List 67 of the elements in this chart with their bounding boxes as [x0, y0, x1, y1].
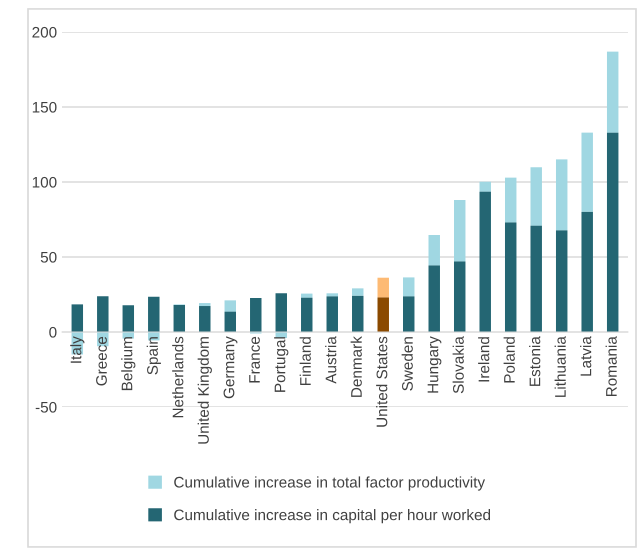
- bar: [428, 234, 440, 266]
- x-tick-label: Greece: [96, 336, 107, 386]
- x-tick-label: Germany: [224, 336, 238, 398]
- bar: [606, 52, 618, 133]
- bar: [378, 297, 389, 332]
- legend-label: Cumulative increase in capital per hour worked: [174, 509, 490, 524]
- x-tick-label: United States: [376, 336, 388, 427]
- bar: [428, 265, 440, 332]
- x-tick-label: Hungary: [428, 336, 442, 393]
- bar: [224, 312, 236, 332]
- bar: [504, 222, 516, 332]
- y-tick-label: 50: [40, 252, 57, 263]
- bar: [530, 167, 542, 226]
- x-tick-label: Ireland: [478, 337, 490, 382]
- x-tick-label: Spain: [146, 337, 161, 375]
- bar: [301, 298, 312, 332]
- bar: [224, 300, 236, 312]
- y-tick-label: 200: [32, 26, 57, 38]
- bar: [530, 226, 542, 332]
- x-tick-label: Denmark: [350, 336, 362, 397]
- x-tick-label: Italy: [70, 336, 84, 363]
- x-tick-label: Portugal: [274, 337, 288, 392]
- bar: [378, 278, 389, 298]
- y-tick-label: 150: [32, 102, 57, 113]
- x-tick-label: Finland: [300, 337, 311, 386]
- bar: [403, 277, 414, 296]
- x-tick-label: Austria: [325, 336, 336, 384]
- bar: [72, 304, 84, 332]
- bar: [148, 296, 160, 332]
- bar: [122, 305, 134, 332]
- bar: [479, 182, 491, 192]
- x-tick-label: Slovakia: [452, 336, 464, 394]
- bar: [352, 288, 364, 296]
- bar: [556, 159, 568, 230]
- legend-label: Cumulative increase in total factor productivity: [174, 476, 486, 491]
- x-tick-label: Sweden: [402, 337, 413, 391]
- x-tick-label: Estonia: [529, 336, 540, 386]
- y-tick-label: 100: [32, 176, 57, 188]
- bar: [301, 294, 312, 298]
- x-tick-label: Lithuania: [554, 336, 566, 397]
- bar: [606, 132, 618, 332]
- x-tick-label: France: [249, 336, 260, 382]
- x-tick-label: Netherlands: [172, 336, 184, 418]
- bar: [504, 178, 516, 222]
- bar: [250, 298, 262, 332]
- x-tick-label: Belgium: [121, 337, 136, 390]
- bar: [454, 200, 466, 262]
- x-tick-label: United Kingdom: [198, 337, 212, 444]
- bar: [276, 293, 287, 332]
- bar: [581, 212, 593, 332]
- bar: [326, 293, 338, 296]
- y-tick-label: 0: [49, 326, 57, 338]
- bar: [199, 303, 211, 306]
- bar: [403, 296, 414, 332]
- bar: [352, 296, 364, 332]
- bar: [97, 296, 109, 332]
- x-tick-label: Romania: [606, 336, 617, 396]
- bar: [174, 305, 186, 332]
- bar: [581, 132, 593, 212]
- bar: [454, 261, 466, 332]
- x-tick-label: Latvia: [580, 336, 592, 376]
- bar: [326, 296, 338, 332]
- bar: [199, 306, 211, 332]
- x-tick-label: Poland: [504, 337, 515, 382]
- bar: [556, 230, 568, 332]
- y-tick-label: -50: [36, 402, 57, 413]
- bar: [479, 192, 491, 332]
